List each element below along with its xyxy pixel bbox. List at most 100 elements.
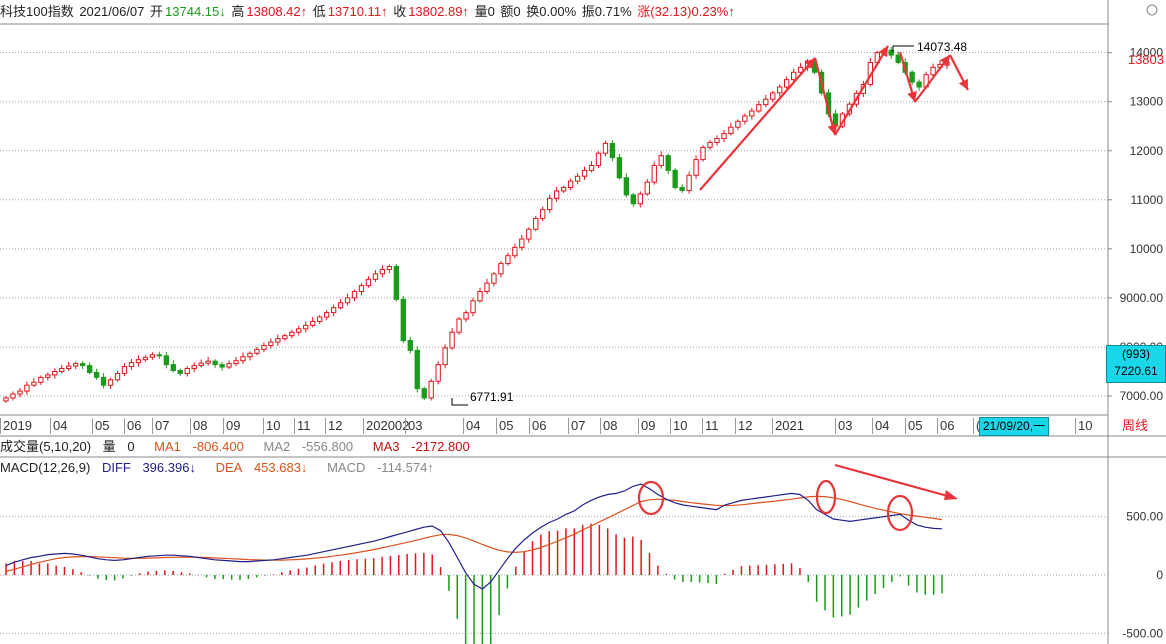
- date-tick-mark: [735, 418, 736, 434]
- macd-title[interactable]: MACD(12,26,9): [0, 460, 91, 475]
- candle-body: [344, 297, 351, 304]
- high-label: 高: [231, 4, 245, 19]
- candle-body: [289, 331, 295, 337]
- close-value: 13802.89↑: [408, 4, 469, 19]
- date-tick-label: 04: [875, 418, 890, 433]
- date-tick-label: 10: [1078, 418, 1093, 433]
- macd-indicator-bar: MACD(12,26,9) DIFF 396.396↓ DEA 453.683↓…: [0, 458, 450, 478]
- date-tick-mark: [905, 418, 906, 434]
- volume-text: 量0: [474, 4, 495, 19]
- date-tick-mark: [973, 418, 974, 434]
- diff-label: DIFF 396.396↓: [101, 460, 196, 475]
- price-axis-label: 10000: [1130, 242, 1164, 256]
- candle-body: [616, 157, 623, 179]
- highlight-circle: [886, 494, 914, 532]
- date-tick-mark: [363, 418, 364, 434]
- turnover-text: 换0.00%: [526, 4, 577, 19]
- candle-body: [330, 307, 337, 314]
- candle-body: [52, 370, 58, 376]
- candle-body: [456, 318, 462, 333]
- low-annotation: 6771.91: [470, 390, 514, 404]
- circle-icon[interactable]: [1146, 4, 1158, 16]
- date-tick-label: 11: [297, 418, 311, 433]
- candle-body: [930, 66, 936, 76]
- date-tick-mark: [325, 418, 326, 434]
- candle-body: [916, 81, 922, 88]
- candle-body: [442, 347, 448, 366]
- date-tick-label: 10: [673, 418, 688, 433]
- low-label: 低: [312, 4, 326, 19]
- date-tick-mark: [190, 418, 191, 434]
- candle-body: [742, 115, 748, 122]
- macd-axis-label: 0: [1156, 568, 1163, 582]
- candle-body: [790, 71, 797, 81]
- candle-body: [435, 364, 441, 382]
- candle-body: [505, 255, 511, 265]
- candle-body: [80, 363, 86, 367]
- date-tick-label: 03: [408, 418, 423, 433]
- date-tick-mark: [872, 418, 873, 434]
- date-tick-label: 07: [155, 418, 170, 433]
- price-axis-label: 11000: [1131, 193, 1164, 207]
- candle-body: [756, 104, 762, 112]
- date-tick-label: 09: [641, 418, 656, 433]
- candle-body: [637, 193, 643, 205]
- high-annotation-line: [892, 45, 914, 52]
- cursor-date-label: 21/09/20,一: [979, 417, 1050, 436]
- candle-body: [163, 355, 169, 366]
- candle-body: [261, 344, 267, 350]
- candle-body: [693, 159, 699, 176]
- date-tick-mark: [152, 418, 153, 434]
- candle-body: [268, 341, 274, 346]
- high-annotation: 14073.48: [917, 40, 968, 54]
- date-tick-mark: [92, 418, 93, 434]
- candle-body: [560, 187, 567, 192]
- candle-body: [93, 371, 100, 378]
- date-tick-mark: [600, 418, 601, 434]
- candle-body: [59, 368, 65, 372]
- candle-body: [602, 142, 609, 154]
- candle-body: [379, 268, 386, 275]
- candle-body: [45, 374, 51, 378]
- candle-body: [38, 376, 44, 383]
- date-axis: 2019 04 05 06 07 08 09 10 11 12 202002 03 04 05 06 07 08…: [0, 416, 1108, 436]
- volume-title[interactable]: 成交量(5,10,20): [0, 439, 92, 454]
- candle-body: [665, 155, 671, 171]
- candle-body: [470, 300, 476, 314]
- date-tick-label: 202002: [366, 418, 410, 433]
- candle-body: [888, 49, 894, 56]
- candle-body: [170, 364, 176, 371]
- candle-body: [770, 92, 776, 100]
- candle-body: [296, 328, 302, 333]
- candle-body: [142, 356, 149, 361]
- candle-body: [491, 273, 497, 284]
- close-label: 收: [393, 4, 407, 19]
- dea-line: [5, 495, 943, 573]
- change-text: 涨(32.13)0.23%↑: [637, 4, 735, 19]
- candle-body: [156, 354, 163, 357]
- candle-body: [421, 388, 427, 399]
- date-tick-label: 05: [908, 418, 923, 433]
- date-tick-mark: [638, 418, 639, 434]
- date-tick-mark: [1075, 418, 1076, 434]
- low-annotation-line: [451, 398, 468, 406]
- candle-body: [623, 177, 630, 196]
- date-tick-label: 11: [705, 418, 719, 433]
- candle-body: [358, 285, 365, 293]
- candle-body: [73, 363, 79, 367]
- candle-body: [198, 362, 204, 367]
- candle-body: [553, 190, 560, 199]
- date-tick-mark: [223, 418, 224, 434]
- date-tick-label: 08: [603, 418, 618, 433]
- highlight-circle: [637, 480, 665, 516]
- period-button[interactable]: 周线: [1121, 418, 1148, 433]
- candle-body: [784, 79, 790, 88]
- high-value: 13808.42↑: [246, 4, 308, 19]
- cursor-price-tag: (993) 7220.61: [1106, 345, 1166, 383]
- macd-value-label: MACD -114.574↑: [327, 460, 434, 475]
- date-tick-label: 09: [226, 418, 241, 433]
- candle-body: [100, 376, 107, 386]
- date-tick-mark: [496, 418, 497, 434]
- macd-axis-label: 500.00: [1126, 510, 1163, 524]
- date-tick-mark: [529, 418, 530, 434]
